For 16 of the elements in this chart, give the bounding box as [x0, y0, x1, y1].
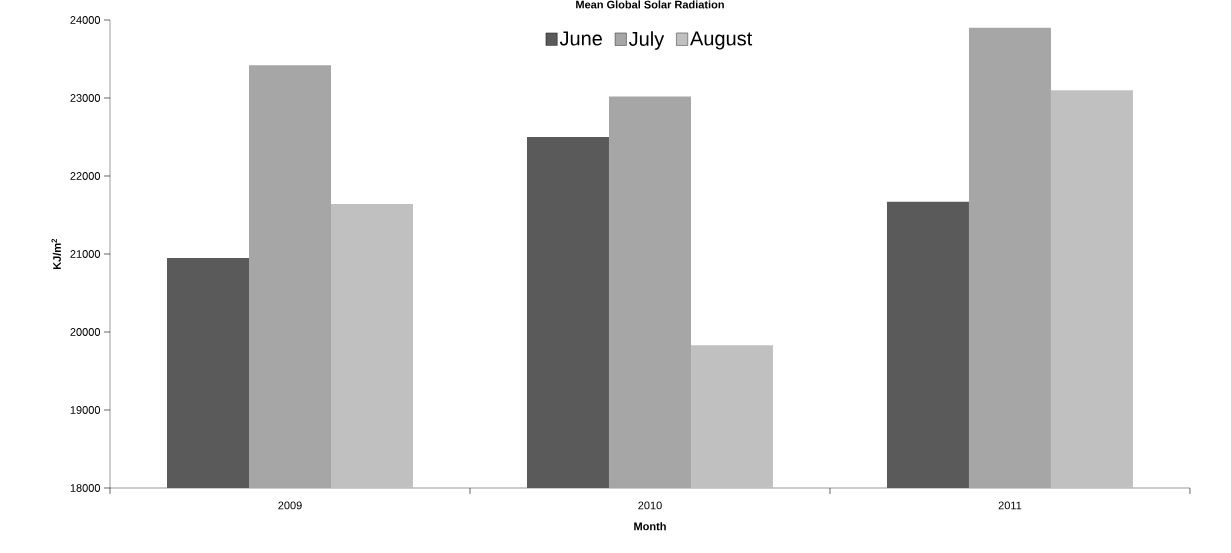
chart-title: Mean Global Solar Radiation: [576, 0, 724, 9]
x-tick-label: 2009: [278, 501, 302, 510]
y-axis-title: KJ/m$^{2}$: [51, 238, 62, 270]
legend-label: July: [628, 31, 665, 50]
legend-label: June: [559, 31, 602, 46]
legend-label: August: [690, 31, 753, 50]
x-tick-label: 2011: [998, 501, 1022, 510]
y-tick-label: 19000: [70, 406, 101, 414]
y-tick-label: 22000: [70, 172, 101, 180]
x-axis-title: Month: [634, 522, 666, 531]
y-tick-label: 20000: [70, 328, 101, 336]
y-tick-label: 18000: [70, 484, 101, 492]
x-tick-label: 2010: [638, 501, 662, 510]
y-tick-label: 21000: [70, 250, 101, 258]
y-tick-label: 24000: [70, 16, 101, 24]
y-tick-label: 23000: [70, 94, 101, 102]
